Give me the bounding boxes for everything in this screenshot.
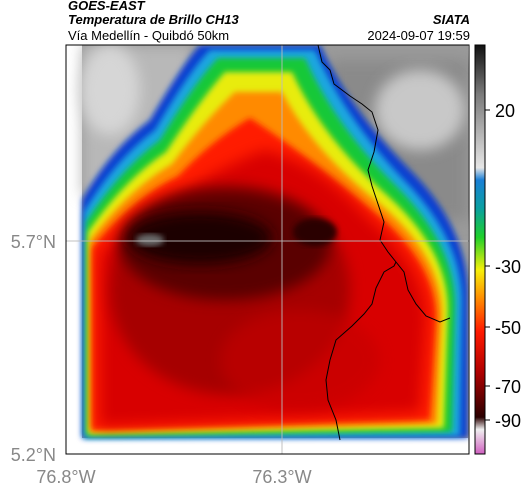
lon-label-76-8: 76.8°W [36, 467, 95, 487]
product-title: Temperatura de Brillo CH13 [68, 12, 239, 27]
colorbar-tick-minus70: -70 [495, 377, 521, 397]
region-subtitle: Vía Medellín - Quibdó 50km [68, 28, 230, 43]
lat-label-5-2: 5.2°N [11, 445, 56, 465]
satellite-title: GOES-EAST [68, 0, 145, 13]
lon-label-76-3: 76.3°W [252, 467, 311, 487]
colorbar-tick-minus50: -50 [495, 318, 521, 338]
colorbar: 20 -30 -50 -70 -90 [474, 44, 521, 455]
colorbar-tick-minus30: -30 [495, 257, 521, 277]
colorbar-tick-minus90: -90 [495, 411, 521, 431]
lat-label-5-7: 5.7°N [11, 232, 56, 252]
datetime-label: 2024-09-07 19:59 [367, 28, 470, 43]
colorbar-tick-20: 20 [495, 101, 515, 121]
brightness-temperature-field [66, 45, 469, 454]
agency-label: SIATA [432, 12, 470, 27]
